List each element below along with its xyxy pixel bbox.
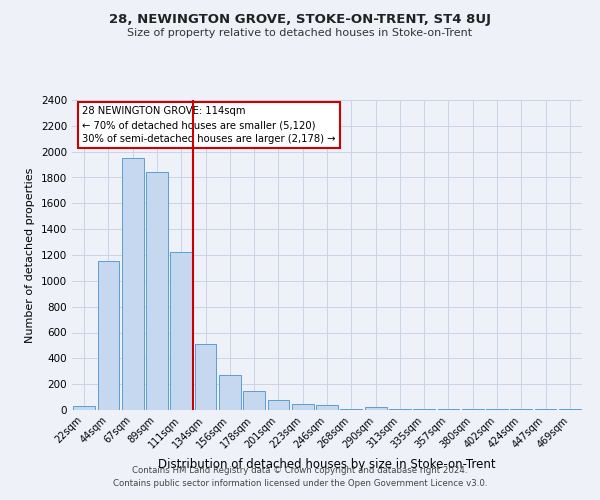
Text: 28, NEWINGTON GROVE, STOKE-ON-TRENT, ST4 8UJ: 28, NEWINGTON GROVE, STOKE-ON-TRENT, ST4… (109, 12, 491, 26)
Bar (268, 400, 289, 410)
Bar (122, 158, 143, 410)
Bar (170, 252, 192, 410)
Text: Contains HM Land Registry data © Crown copyright and database right 2024.
Contai: Contains HM Land Registry data © Crown c… (113, 466, 487, 487)
X-axis label: Distribution of detached houses by size in Stoke-on-Trent: Distribution of detached houses by size … (158, 458, 496, 471)
Bar (219, 375, 241, 410)
Text: Size of property relative to detached houses in Stoke-on-Trent: Size of property relative to detached ho… (127, 28, 473, 38)
Y-axis label: Number of detached properties: Number of detached properties (25, 168, 35, 342)
Text: 28 NEWINGTON GROVE: 114sqm
← 70% of detached houses are smaller (5,120)
30% of s: 28 NEWINGTON GROVE: 114sqm ← 70% of deta… (82, 106, 336, 144)
Bar (146, 172, 168, 410)
Bar (316, 405, 338, 410)
Bar (365, 408, 386, 410)
Bar (243, 390, 265, 410)
Bar (194, 344, 217, 410)
Bar (97, 262, 119, 410)
Bar (73, 406, 95, 410)
Bar (292, 404, 314, 410)
